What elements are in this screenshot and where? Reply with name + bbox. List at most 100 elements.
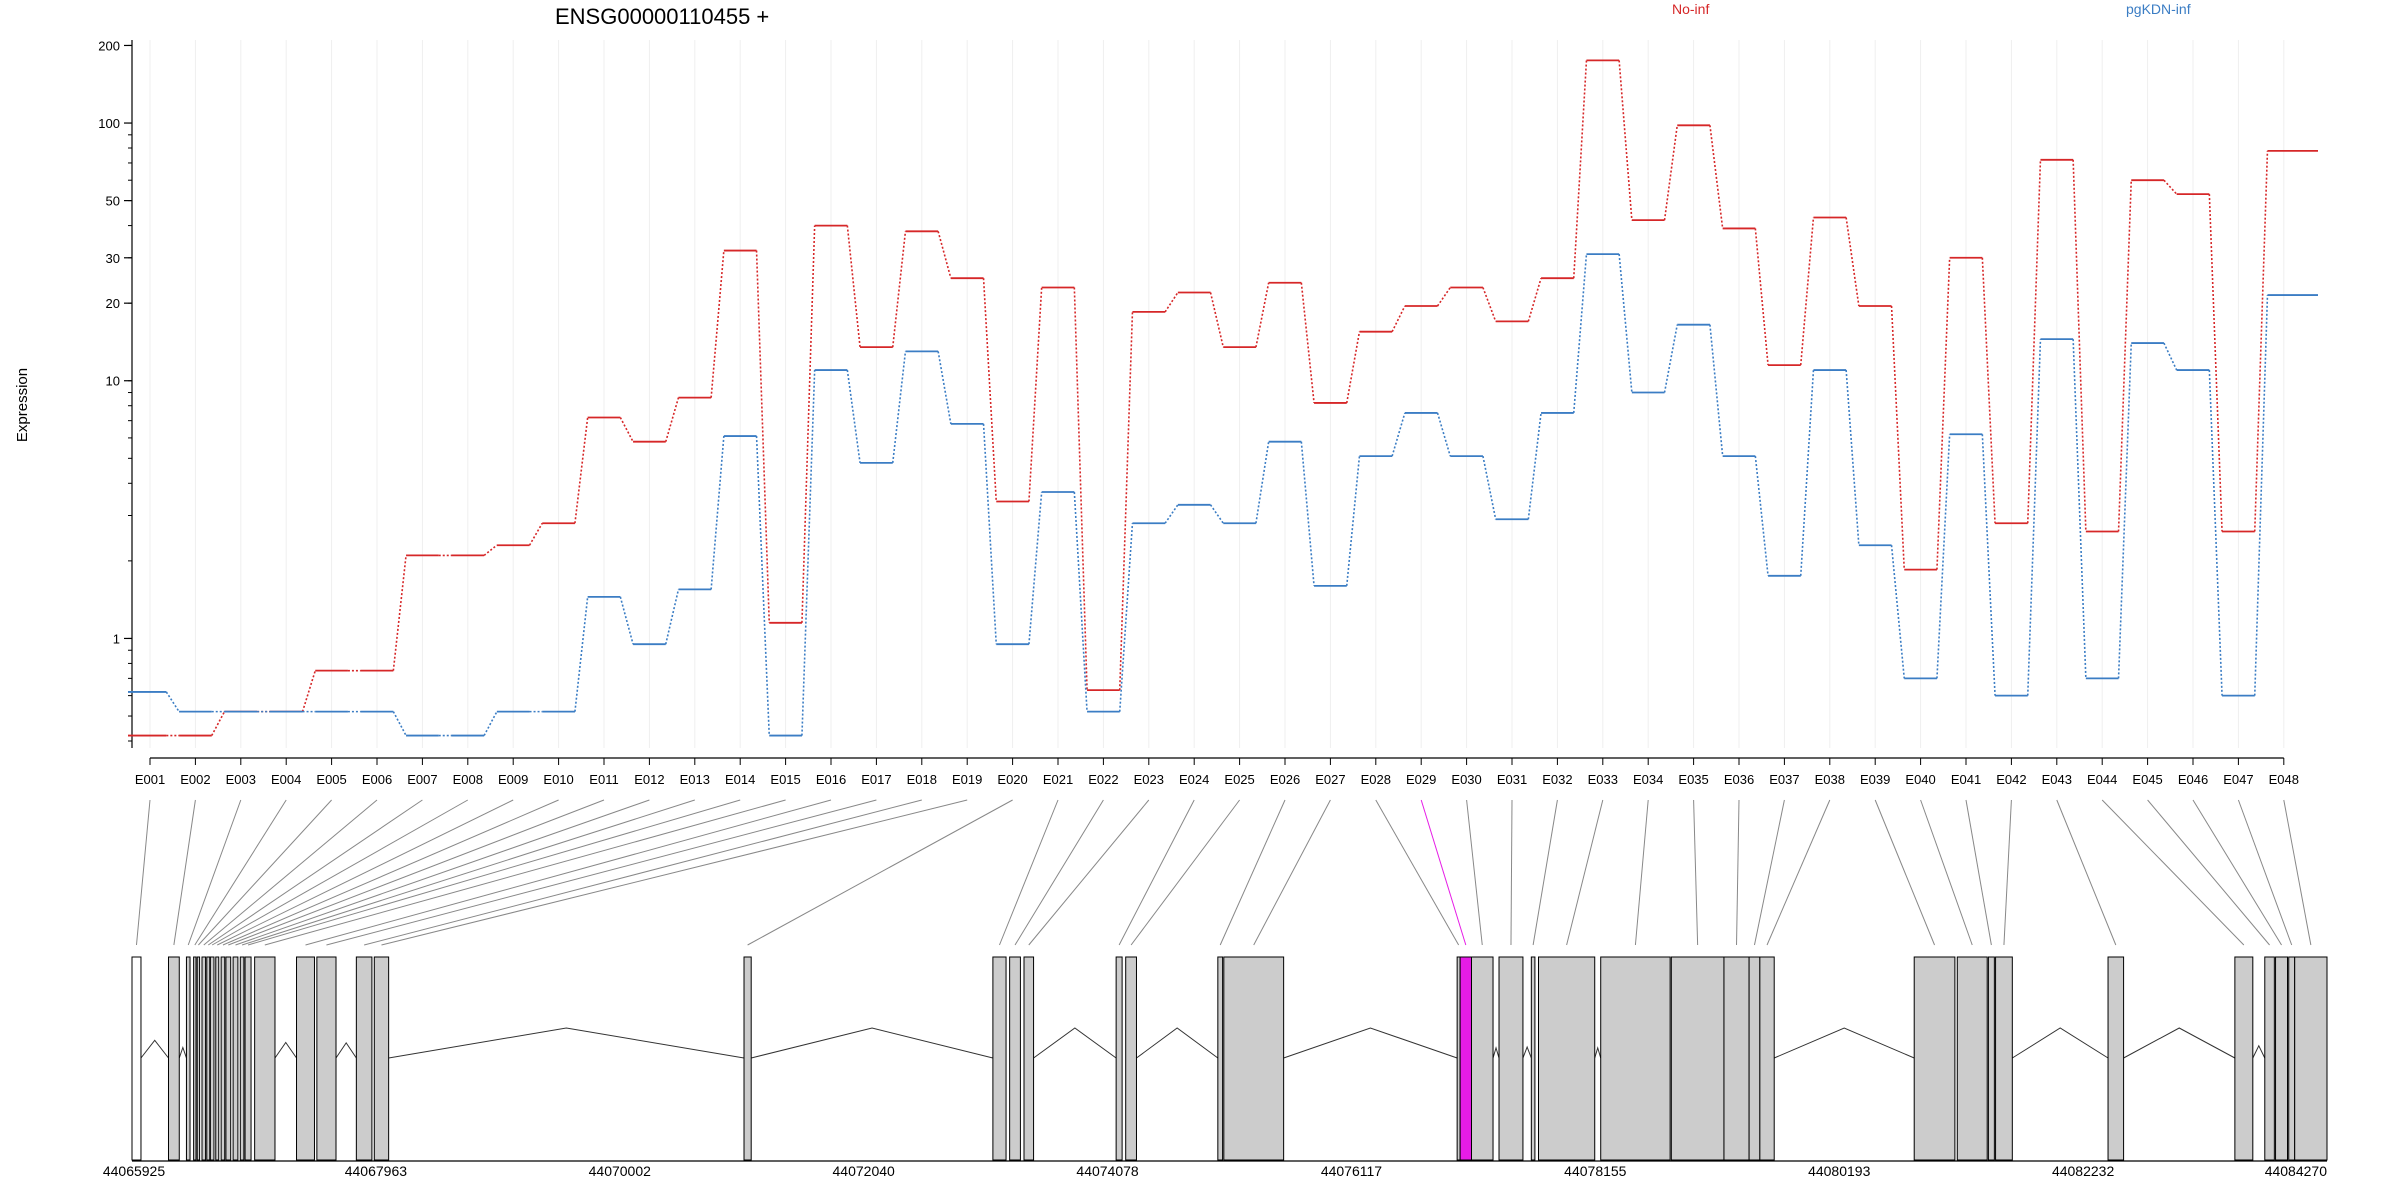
connector-no-inf-e036 bbox=[1754, 228, 1769, 366]
exon-link-e016 bbox=[305, 799, 832, 946]
connector-pgkdn-inf-e006 bbox=[392, 711, 407, 736]
connector-no-inf-e010 bbox=[574, 417, 589, 524]
x-axis: E001 E002 E003 E004 E005 E006 E007 E008 E009 E010… bbox=[135, 757, 2299, 787]
connector-pgkdn-inf-e039 bbox=[1890, 545, 1906, 679]
exon-e018 bbox=[355, 956, 373, 1161]
x-tick-label-e007: E007 bbox=[407, 772, 437, 787]
connector-no-inf-e023 bbox=[1164, 292, 1179, 313]
connector-pgkdn-inf-e025 bbox=[1255, 441, 1270, 524]
connector-no-inf-e034 bbox=[1663, 125, 1679, 221]
connector-no-inf-e018 bbox=[937, 231, 952, 279]
x-tick-label-e022: E022 bbox=[1088, 772, 1118, 787]
exon-e037 bbox=[1748, 956, 1761, 1161]
x-tick-label-e003: E003 bbox=[226, 772, 256, 787]
exon-link-e043 bbox=[2056, 799, 2117, 946]
connector-pgkdn-inf-e031 bbox=[1527, 412, 1542, 520]
genomic-axis: 44065925 44067963 44070002 44072040 44074078… bbox=[103, 1160, 2328, 1179]
exon-link-e038 bbox=[1766, 799, 1831, 946]
x-tick-label-e042: E042 bbox=[1996, 772, 2026, 787]
x-tick-label-e034: E034 bbox=[1633, 772, 1663, 787]
y-tick-label-1: 1 bbox=[113, 631, 120, 646]
x-tick-label-e047: E047 bbox=[2223, 772, 2253, 787]
connector-no-inf-e029 bbox=[1436, 287, 1451, 307]
intron-44 bbox=[2252, 1044, 2266, 1059]
x-tick-label-e040: E040 bbox=[1905, 772, 1935, 787]
connector-no-inf-e033 bbox=[1618, 60, 1633, 221]
exon-e004 bbox=[193, 956, 197, 1161]
connector-no-inf-e008 bbox=[483, 544, 498, 557]
gene-model bbox=[131, 956, 2328, 1161]
exon-e045 bbox=[2264, 956, 2275, 1161]
y-tick-label-10: 10 bbox=[106, 374, 120, 389]
y-tick-label-100: 100 bbox=[98, 116, 120, 131]
grid-lines bbox=[149, 40, 2285, 748]
exon-link-e025 bbox=[1130, 799, 1241, 946]
x-tick-label-e031: E031 bbox=[1497, 772, 1527, 787]
x-tick-label-e048: E048 bbox=[2269, 772, 2299, 787]
x-tick-label-e010: E010 bbox=[543, 772, 573, 787]
x-tick-label-e006: E006 bbox=[362, 772, 392, 787]
x-tick-label-e012: E012 bbox=[634, 772, 664, 787]
x-tick-label-e026: E026 bbox=[1270, 772, 1300, 787]
x-tick-label-e002: E002 bbox=[180, 772, 210, 787]
connector-no-inf-e025 bbox=[1255, 282, 1270, 348]
exon-link-e046 bbox=[2192, 799, 2282, 946]
exon-e001 bbox=[131, 956, 142, 1161]
connector-pgkdn-inf-e037 bbox=[1799, 370, 1815, 576]
x-tick-label-e036: E036 bbox=[1724, 772, 1754, 787]
exon-e012 bbox=[232, 956, 239, 1161]
y-tick-label-20: 20 bbox=[106, 296, 120, 311]
connector-no-inf-e020 bbox=[1028, 287, 1043, 502]
exon-e027 bbox=[1223, 956, 1285, 1161]
connector-no-inf-e016 bbox=[846, 225, 861, 348]
connector-no-inf-e037 bbox=[1799, 217, 1815, 366]
y-axis-label: Expression bbox=[14, 368, 31, 442]
x-tick-label-e039: E039 bbox=[1860, 772, 1890, 787]
x-tick-label-e023: E023 bbox=[1134, 772, 1164, 787]
connector-pgkdn-inf-e047 bbox=[2253, 295, 2269, 696]
intron-1 bbox=[140, 1039, 169, 1059]
connector-no-inf-e046 bbox=[2208, 194, 2223, 532]
exon-e048 bbox=[2294, 956, 2328, 1161]
x-tick-label-e027: E027 bbox=[1315, 772, 1345, 787]
connector-no-inf-e019 bbox=[982, 278, 998, 502]
connector-no-inf-e009 bbox=[528, 522, 543, 546]
exon-link-e010 bbox=[222, 799, 559, 946]
exon-link-e037 bbox=[1753, 799, 1785, 946]
genomic-tick-label-3: 44072040 bbox=[833, 1163, 896, 1179]
exon-link-e003 bbox=[187, 799, 242, 946]
connector-pgkdn-inf-e028 bbox=[1391, 412, 1406, 457]
chart-title: ENSG00000110455 + bbox=[555, 4, 769, 29]
genomic-tick-label-1: 44067963 bbox=[345, 1163, 408, 1179]
exon-e036 bbox=[1723, 956, 1750, 1161]
x-tick-label-e019: E019 bbox=[952, 772, 982, 787]
intron-23 bbox=[1033, 1027, 1117, 1059]
genomic-tick-label-8: 44082232 bbox=[2052, 1163, 2115, 1179]
exon-link-e027 bbox=[1253, 799, 1331, 946]
x-tick-label-e032: E032 bbox=[1542, 772, 1572, 787]
intron-15 bbox=[274, 1041, 297, 1059]
exon-link-e008 bbox=[211, 799, 469, 946]
exon-e009 bbox=[215, 956, 220, 1161]
x-tick-label-e020: E020 bbox=[997, 772, 1027, 787]
connector-pgkdn-inf-e014 bbox=[755, 436, 771, 736]
exon-link-e042 bbox=[2003, 799, 2012, 946]
x-tick-label-e011: E011 bbox=[589, 772, 618, 787]
x-tick-label-e014: E014 bbox=[725, 772, 755, 787]
intron-31 bbox=[1522, 1045, 1532, 1059]
exon-e005 bbox=[196, 956, 201, 1161]
exon-e047 bbox=[2288, 956, 2296, 1161]
connector-pgkdn-inf-e040 bbox=[1936, 434, 1951, 679]
x-tick-label-e041: E041 bbox=[1951, 772, 1981, 787]
connector-pgkdn-inf-e015 bbox=[801, 370, 816, 736]
connector-pgkdn-inf-e024 bbox=[1209, 504, 1224, 524]
genomic-tick-label-9: 44084270 bbox=[2265, 1163, 2328, 1179]
connector-no-inf-e032 bbox=[1572, 60, 1588, 279]
connector-pgkdn-inf-e012 bbox=[664, 589, 680, 645]
exon-link-e033 bbox=[1566, 799, 1604, 946]
x-tick-label-e029: E029 bbox=[1406, 772, 1436, 787]
connector-pgkdn-inf-e016 bbox=[846, 369, 861, 463]
connector-no-inf-e040 bbox=[1936, 257, 1951, 570]
connector-pgkdn-inf-e001 bbox=[165, 691, 180, 713]
